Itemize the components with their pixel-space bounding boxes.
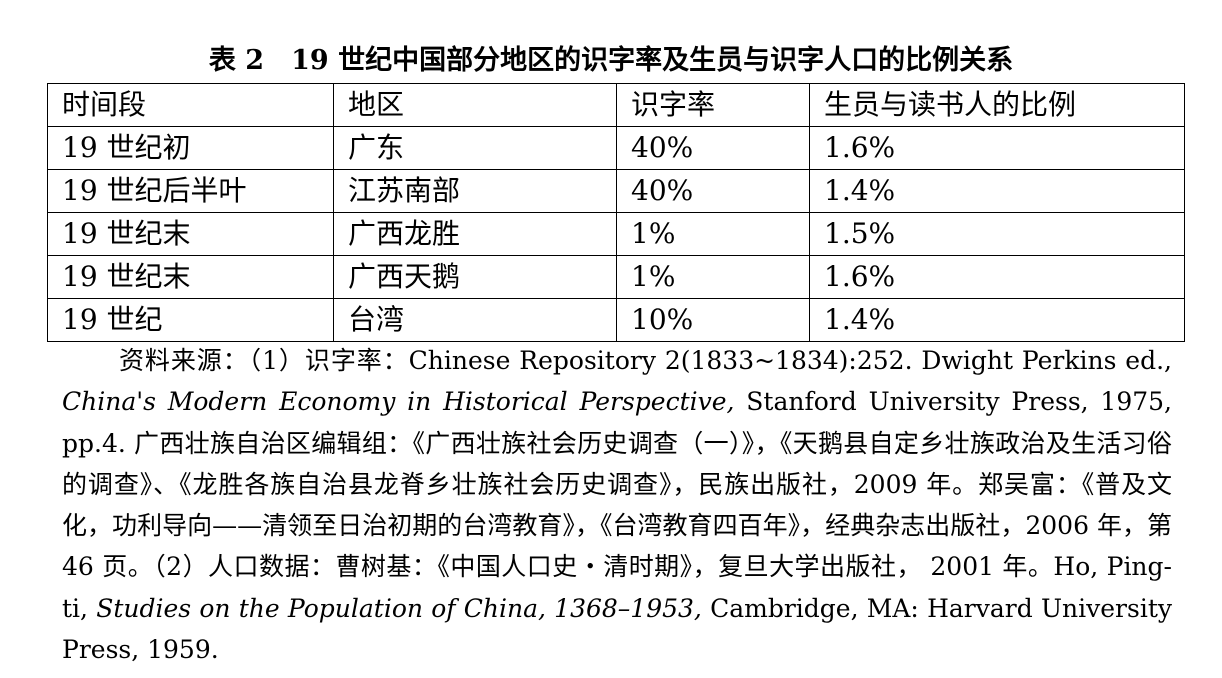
header-period: 时间段	[47, 83, 334, 127]
table-row: 19 世纪末 广西龙胜 1% 1.5%	[47, 212, 1185, 256]
cell-region: 广西天鹅	[333, 255, 617, 299]
cell-literacy-rate: 40%	[616, 169, 810, 213]
cell-period: 19 世纪初	[47, 126, 334, 170]
literacy-table: 时间段 地区 识字率 生员与读书人的比例 19 世纪初 广东 40% 1.6% …	[47, 83, 1185, 342]
table-row: 19 世纪末 广西天鹅 1% 1.6%	[47, 255, 1185, 299]
source-text-2: Stanford University Press, 1975, pp.4. 广…	[62, 387, 1172, 623]
header-literacy-rate: 识字率	[616, 83, 810, 127]
source-book-title-2: Studies on the Population of China, 1368…	[96, 593, 702, 623]
table-row: 19 世纪初 广东 40% 1.6%	[47, 126, 1185, 170]
cell-period: 19 世纪后半叶	[47, 169, 334, 213]
cell-ratio: 1.4%	[809, 298, 1185, 342]
cell-literacy-rate: 1%	[616, 212, 810, 256]
source-note: 资料来源：（1）识字率：Chinese Repository 2(1833~18…	[62, 340, 1172, 670]
table-row: 19 世纪 台湾 10% 1.4%	[47, 298, 1185, 342]
cell-region: 广西龙胜	[333, 212, 617, 256]
table-title: 表 2 19 世纪中国部分地区的识字率及生员与识字人口的比例关系	[208, 45, 1014, 76]
cell-literacy-rate: 10%	[616, 298, 810, 342]
cell-region: 江苏南部	[333, 169, 617, 213]
source-text-3: Cambridge, MA: Harvard University Press,…	[62, 593, 1172, 665]
cell-ratio: 1.5%	[809, 212, 1185, 256]
table-row: 19 世纪后半叶 江苏南部 40% 1.4%	[47, 169, 1185, 213]
header-ratio: 生员与读书人的比例	[809, 83, 1185, 127]
cell-period: 19 世纪	[47, 298, 334, 342]
cell-ratio: 1.6%	[809, 126, 1185, 170]
table-header-row: 时间段 地区 识字率 生员与读书人的比例	[47, 83, 1185, 127]
header-region: 地区	[333, 83, 617, 127]
cell-literacy-rate: 1%	[616, 255, 810, 299]
cell-period: 19 世纪末	[47, 212, 334, 256]
cell-literacy-rate: 40%	[616, 126, 810, 170]
cell-period: 19 世纪末	[47, 255, 334, 299]
cell-ratio: 1.4%	[809, 169, 1185, 213]
cell-ratio: 1.6%	[809, 255, 1185, 299]
cell-region: 广东	[333, 126, 617, 170]
source-book-title-1: China's Modern Economy in Historical Per…	[62, 387, 735, 417]
source-text-1: 资料来源：（1）识字率：Chinese Repository 2(1833~18…	[118, 346, 1172, 375]
cell-region: 台湾	[333, 298, 617, 342]
